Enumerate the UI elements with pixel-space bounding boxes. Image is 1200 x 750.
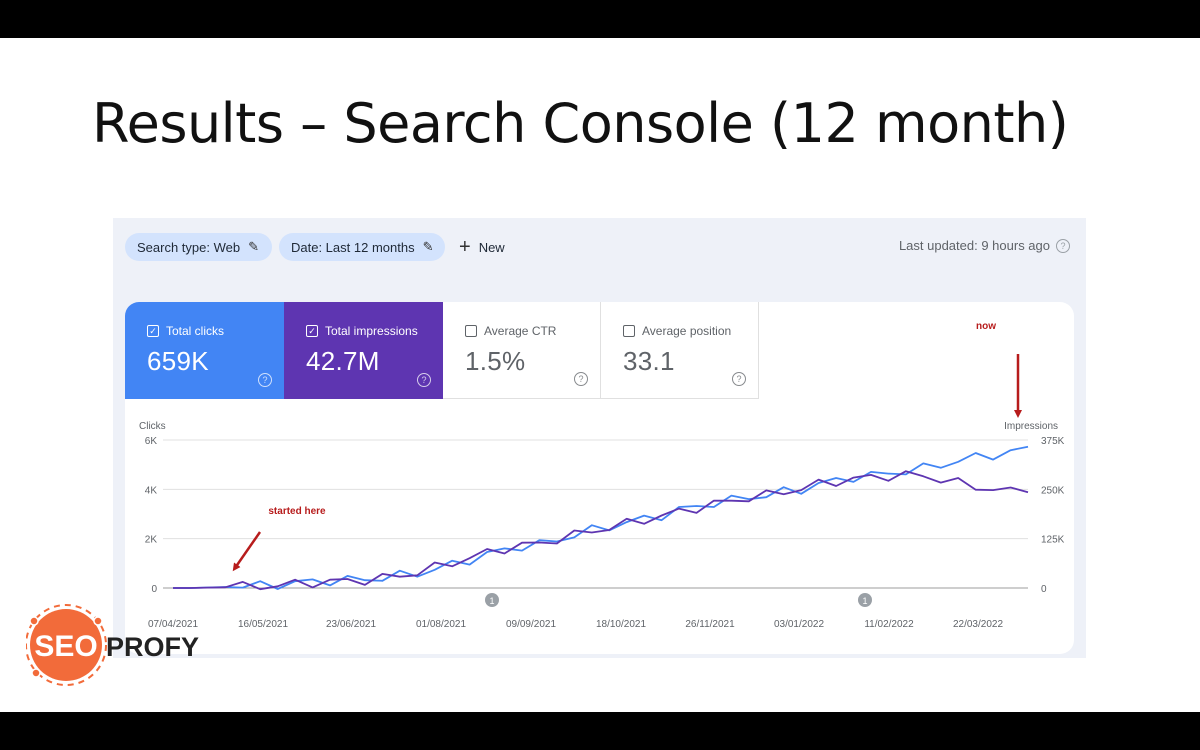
plus-icon: +: [459, 235, 471, 258]
checkbox-icon[interactable]: ✓: [306, 325, 318, 337]
x-tick-label: 18/10/2021: [596, 619, 646, 630]
x-tick-label: 26/11/2021: [685, 619, 735, 630]
annotation-now: now: [976, 321, 996, 332]
logo-orbit: [26, 604, 107, 686]
logo-dot: [93, 616, 103, 626]
event-marker[interactable]: [858, 593, 872, 607]
series-line-clicks: [173, 445, 1029, 590]
metric-label: Average CTR: [484, 324, 557, 338]
event-marker-label: 1: [489, 596, 494, 606]
x-tick-label: 23/06/2021: [326, 619, 376, 630]
last-updated: Last updated: 9 hours ago ?: [899, 238, 1070, 253]
left-tick-label: 0: [151, 584, 157, 595]
top-letterbox: [0, 0, 1200, 38]
annotation-started-here: started here: [268, 506, 326, 517]
search-type-chip[interactable]: Search type: Web ✎: [125, 233, 272, 261]
help-icon[interactable]: ?: [417, 373, 431, 387]
help-icon[interactable]: ?: [1056, 238, 1070, 253]
performance-card: ✓ Total clicks 659K ? ✓ Total impressions …: [125, 302, 1074, 654]
search-type-label: Search type: Web: [137, 239, 241, 255]
metric-label: Total impressions: [325, 324, 418, 338]
metric-value: 659K: [147, 346, 209, 376]
x-tick-label: 07/04/2021: [148, 619, 198, 630]
help-icon[interactable]: ?: [732, 372, 746, 386]
event-marker-label: 1: [862, 596, 867, 606]
date-range-chip[interactable]: Date: Last 12 months ✎: [279, 233, 445, 261]
left-axis-title: Clicks: [139, 421, 166, 432]
bottom-letterbox: [0, 712, 1200, 750]
metric-value: 1.5%: [465, 346, 526, 376]
metric-label: Total clicks: [166, 324, 225, 338]
checkbox-icon[interactable]: [623, 325, 635, 337]
pencil-icon: ✎: [248, 239, 259, 254]
right-tick-label: 375K: [1041, 436, 1065, 447]
new-filter-label: New: [478, 239, 505, 255]
logo-dot: [29, 616, 39, 626]
metric-average-position[interactable]: Average position 33.1 ?: [601, 302, 759, 399]
series-line-impressions: [173, 470, 1029, 591]
logo-text-seo: SEO: [34, 630, 97, 663]
search-console-panel: Search type: Web ✎ Date: Last 12 months …: [113, 218, 1086, 658]
metric-total-clicks[interactable]: ✓ Total clicks 659K ?: [125, 302, 284, 399]
pencil-icon: ✎: [422, 239, 434, 254]
right-tick-label: 125K: [1041, 535, 1065, 546]
performance-chart: 6K 4K 2K 0 375K 250K 125K 0 07/04/2021 16/05/20…: [139, 321, 1065, 630]
x-tick-label: 11/02/2022: [864, 619, 914, 630]
metric-average-ctr[interactable]: Average CTR 1.5% ?: [443, 302, 601, 399]
slide-title: Results – Search Console (12 month): [92, 92, 1069, 155]
x-tick-label: 16/05/2021: [238, 619, 288, 630]
last-updated-text: Last updated: 9 hours ago: [898, 238, 1050, 253]
x-tick-label: 09/09/2021: [506, 619, 556, 630]
logo-dot: [31, 668, 41, 678]
metric-value: 33.1: [623, 346, 675, 376]
x-tick-label: 22/03/2022: [953, 619, 1003, 630]
right-tick-label: 250K: [1041, 485, 1065, 496]
checkbox-icon[interactable]: [465, 325, 477, 337]
metric-label: Average position: [642, 324, 732, 338]
new-filter-button[interactable]: + New: [459, 233, 505, 261]
x-tick-label: 01/08/2021: [416, 619, 466, 630]
date-range-label: Date: Last 12 months: [291, 239, 415, 255]
x-tick-label: 03/01/2022: [774, 619, 824, 630]
right-tick-label: 0: [1041, 584, 1047, 595]
logo-text-profy: PROFY: [106, 632, 199, 662]
arrow-started-here: [232, 531, 262, 572]
seoprofy-logo: SEO PROFY: [26, 604, 199, 686]
help-icon[interactable]: ?: [574, 372, 588, 386]
logo-circle: [30, 609, 102, 681]
left-tick-label: 2K: [145, 535, 158, 546]
right-axis-title: Impressions: [1004, 421, 1058, 432]
event-marker[interactable]: [485, 593, 499, 607]
metric-value: 42.7M: [306, 346, 380, 376]
left-tick-label: 4K: [145, 485, 158, 496]
checkbox-icon[interactable]: ✓: [147, 325, 159, 337]
left-tick-label: 6K: [145, 436, 158, 447]
help-icon[interactable]: ?: [258, 373, 272, 387]
metric-total-impressions[interactable]: ✓ Total impressions 42.7M ?: [284, 302, 443, 399]
